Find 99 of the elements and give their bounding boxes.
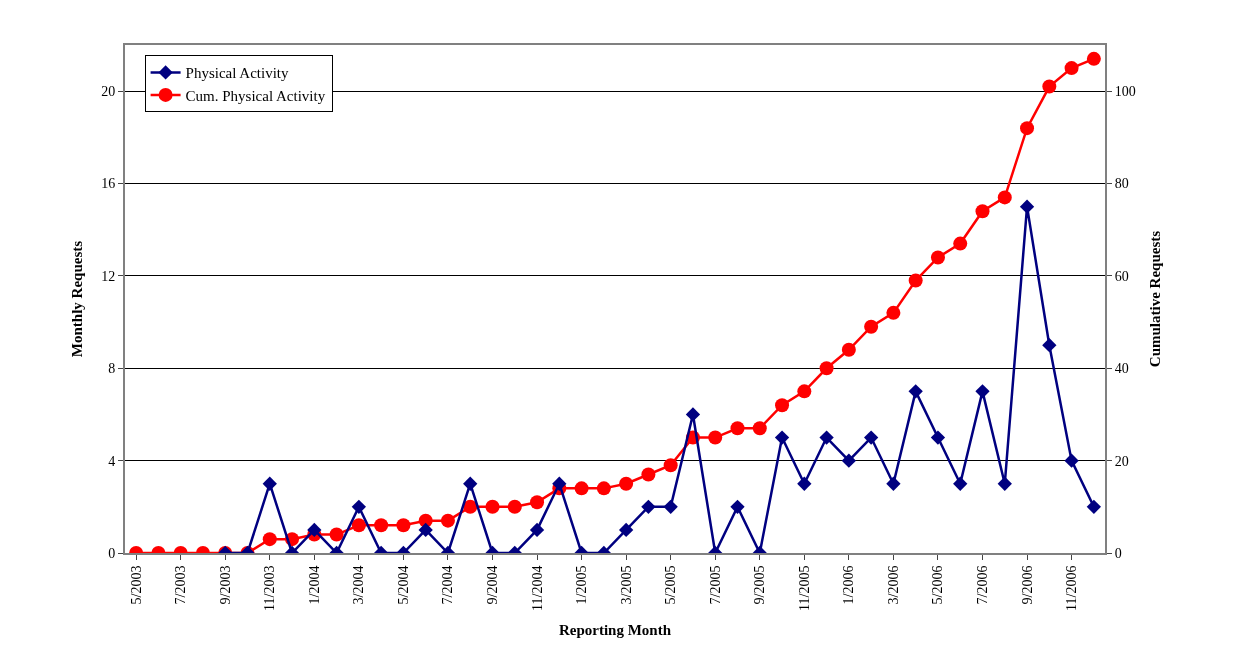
point	[819, 361, 834, 376]
point	[307, 522, 322, 538]
point	[752, 421, 767, 436]
point	[485, 499, 500, 514]
point	[863, 430, 879, 445]
point	[1042, 338, 1057, 353]
y2-tick-label: 60	[1114, 268, 1129, 284]
point	[329, 527, 344, 542]
point	[418, 522, 433, 538]
point	[819, 430, 834, 445]
point	[262, 476, 277, 491]
point	[997, 476, 1012, 491]
point	[841, 453, 857, 468]
point	[619, 476, 634, 491]
point	[463, 476, 478, 491]
y-axis-title: Monthly Requests	[68, 240, 85, 358]
x-tick-label: 7/2003	[173, 565, 189, 605]
y-tick-label: 8	[108, 361, 116, 377]
point	[351, 518, 366, 533]
x-tick-label: 11/2004	[529, 565, 545, 611]
y-tick-label: 12	[101, 268, 116, 284]
point	[685, 407, 701, 422]
point	[641, 467, 656, 482]
point	[351, 499, 367, 514]
point	[730, 421, 745, 436]
point	[596, 481, 611, 496]
point	[797, 384, 812, 399]
y2-tick-label: 80	[1114, 176, 1129, 192]
point	[1019, 199, 1035, 214]
point	[774, 430, 790, 445]
point	[507, 499, 522, 514]
point	[641, 499, 656, 514]
y2-axis-title: Cumulative Requests	[1147, 230, 1164, 368]
point	[975, 204, 990, 219]
point	[930, 250, 945, 265]
y-tick-label: 0	[108, 545, 116, 561]
point	[1042, 79, 1057, 94]
y2-tick-label: 100	[1114, 84, 1136, 100]
x-tick-label: 3/2005	[618, 565, 634, 605]
point	[463, 499, 478, 514]
x-tick-label: 9/2003	[217, 565, 233, 605]
x-tick-label: 5/2005	[663, 565, 679, 605]
point	[1064, 61, 1079, 76]
x-tick-label: 11/2003	[262, 565, 278, 611]
point	[552, 476, 567, 491]
x-tick-label: 7/2004	[440, 565, 456, 605]
y-tick-label: 20	[101, 84, 116, 100]
point	[730, 499, 745, 514]
point	[953, 476, 968, 491]
x-tick-label: 1/2006	[841, 565, 857, 605]
x-tick-label: 7/2005	[707, 565, 723, 605]
point	[1020, 121, 1035, 136]
point	[708, 430, 723, 445]
point	[663, 458, 678, 473]
point	[930, 430, 946, 445]
point	[864, 319, 879, 334]
x-tick-label: 9/2006	[1019, 565, 1035, 605]
point	[953, 236, 968, 251]
point	[574, 481, 589, 496]
point	[663, 499, 678, 514]
point	[775, 398, 790, 413]
y-tick-label: 16	[101, 176, 116, 192]
point	[997, 190, 1012, 205]
x-tick-label: 9/2004	[485, 565, 501, 605]
y2-tick-label: 0	[1114, 545, 1122, 561]
x-tick-label: 5/2003	[128, 565, 144, 605]
point	[1064, 453, 1079, 468]
y2-tick-label: 40	[1114, 361, 1129, 377]
x-tick-label: 3/2006	[885, 565, 901, 605]
x-tick-label: 7/2006	[975, 565, 991, 605]
point	[529, 522, 545, 538]
x-tick-label: 5/2006	[930, 565, 946, 605]
legend-label: Physical Activity	[185, 65, 290, 82]
point	[841, 342, 856, 357]
x-axis-title: Reporting Month	[558, 622, 672, 639]
point	[908, 384, 923, 399]
point	[1086, 499, 1102, 514]
point	[262, 532, 277, 547]
point	[1086, 51, 1101, 66]
point	[618, 522, 634, 538]
point	[886, 476, 901, 491]
x-tick-label: 11/2006	[1064, 565, 1080, 611]
x-tick-label: 3/2004	[351, 565, 367, 605]
point	[530, 495, 545, 510]
x-tick-label: 1/2004	[306, 565, 322, 605]
point	[886, 305, 901, 320]
x-tick-label: 5/2004	[395, 565, 411, 605]
x-tick-label: 9/2005	[752, 565, 768, 605]
point	[908, 273, 923, 288]
point	[374, 518, 389, 533]
y-tick-label: 4	[108, 453, 116, 469]
point	[975, 384, 990, 399]
point	[797, 476, 812, 491]
x-tick-label: 1/2005	[574, 565, 590, 605]
y2-tick-label: 20	[1114, 453, 1129, 469]
legend-label: Cum. Physical Activity	[185, 87, 326, 104]
x-tick-label: 11/2005	[796, 565, 812, 611]
point	[396, 518, 411, 533]
point	[440, 513, 455, 528]
